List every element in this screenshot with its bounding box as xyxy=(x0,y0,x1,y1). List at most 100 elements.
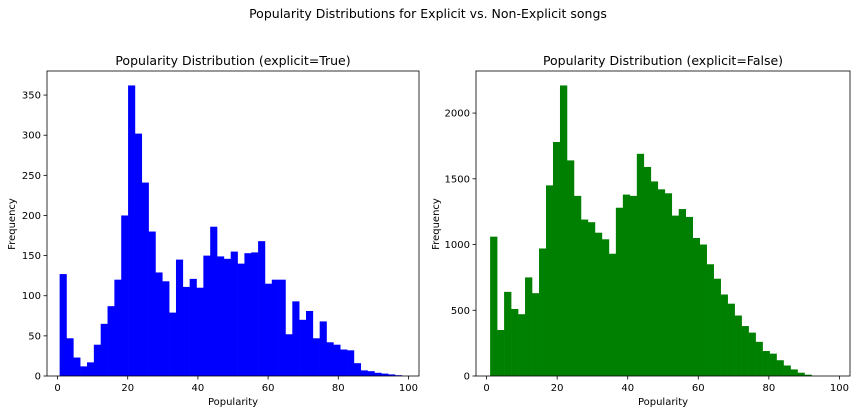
panel-explicit-true: Popularity Distribution (explicit=True) … xyxy=(7,53,420,408)
explicit-true-bar xyxy=(148,231,156,376)
explicit-false-bar xyxy=(532,293,540,376)
explicit-false-bar xyxy=(615,207,624,376)
explicit-false-bar xyxy=(518,314,526,376)
explicit-false-bar xyxy=(580,219,589,376)
explicit-true-bar xyxy=(100,323,108,376)
explicit-true-ytick-label: 300 xyxy=(22,131,41,142)
explicit-true-ytick-label: 350 xyxy=(22,91,41,102)
explicit-true-bar xyxy=(285,334,293,376)
explicit-true-bar xyxy=(169,312,177,376)
explicit-true-bar xyxy=(210,226,218,376)
explicit-true-ytick-label: 250 xyxy=(22,171,41,182)
explicit-true-bar xyxy=(306,310,314,376)
explicit-false-bar xyxy=(797,372,805,376)
explicit-true-bar xyxy=(388,374,396,376)
explicit-false-bar xyxy=(552,141,561,376)
explicit-false-xtick-label: 20 xyxy=(551,383,564,394)
explicit-false-bar xyxy=(629,195,638,376)
explicit-false-bar xyxy=(573,195,582,376)
panel-explicit-false-bars xyxy=(490,85,812,377)
explicit-false-bar xyxy=(699,244,707,376)
explicit-true-bar xyxy=(59,274,67,376)
explicit-true-bar xyxy=(360,370,368,376)
explicit-true-xtick-label: 40 xyxy=(192,383,205,394)
panel-explicit-false-frame xyxy=(475,70,851,377)
explicit-false-bar xyxy=(706,264,714,376)
explicit-true-bar xyxy=(196,287,204,376)
explicit-true-bar xyxy=(114,279,122,376)
explicit-false-bar xyxy=(692,237,700,376)
explicit-false-bar xyxy=(741,326,749,376)
explicit-false-bar xyxy=(748,332,756,376)
explicit-true-bar xyxy=(381,373,389,376)
explicit-true-ytick-label: 200 xyxy=(22,211,41,222)
explicit-true-xtick-label: 60 xyxy=(262,383,275,394)
explicit-true-bar xyxy=(134,133,143,376)
explicit-true-bar xyxy=(237,263,245,376)
explicit-true-bar xyxy=(340,349,348,376)
explicit-true-ytick-label: 0 xyxy=(35,372,41,383)
explicit-false-xtick-label: 40 xyxy=(621,383,634,394)
explicit-true-bar xyxy=(333,344,341,376)
explicit-false-xtick-label: 80 xyxy=(762,383,775,394)
explicit-true-bar xyxy=(175,259,184,376)
explicit-false-xtick-label: 100 xyxy=(830,383,849,394)
explicit-true-bar xyxy=(353,363,362,376)
explicit-true-xtick-label: 80 xyxy=(332,383,345,394)
explicit-false-bar xyxy=(497,329,505,376)
explicit-false-bar xyxy=(650,181,659,376)
panel-explicit-true-title: Popularity Distribution (explicit=True) xyxy=(115,53,350,68)
explicit-true-bar xyxy=(80,366,88,376)
explicit-true-bar xyxy=(121,215,129,376)
explicit-true-bar xyxy=(251,252,259,376)
explicit-true-bar xyxy=(128,85,136,376)
explicit-true-ytick-label: 50 xyxy=(28,331,41,342)
explicit-false-bar xyxy=(525,277,533,376)
explicit-true-bar xyxy=(223,258,232,376)
explicit-false-ytick-label: 2000 xyxy=(445,109,470,120)
explicit-true-bar xyxy=(217,256,225,376)
explicit-false-bar xyxy=(678,209,687,376)
explicit-false-bar xyxy=(776,360,784,376)
explicit-false-bar xyxy=(594,232,603,376)
explicit-true-bar xyxy=(326,342,334,376)
explicit-true-bar xyxy=(367,371,375,376)
explicit-true-bar xyxy=(258,241,266,376)
explicit-true-bar xyxy=(374,372,382,376)
panel-explicit-true-frame xyxy=(46,70,420,377)
explicit-false-bar xyxy=(671,215,680,376)
explicit-true-xtick-label: 100 xyxy=(399,383,418,394)
panel-explicit-false-ylabel: Frequency xyxy=(431,198,442,250)
explicit-false-bar xyxy=(643,166,652,376)
explicit-false-bar xyxy=(504,291,512,376)
explicit-true-bar xyxy=(107,306,115,376)
explicit-true-bar xyxy=(189,278,197,376)
explicit-false-bar xyxy=(490,236,498,376)
explicit-false-bar xyxy=(685,216,694,376)
explicit-true-ytick-label: 150 xyxy=(22,251,41,262)
explicit-false-bar xyxy=(587,222,596,376)
explicit-false-bar xyxy=(559,85,568,377)
explicit-true-bar xyxy=(312,338,320,376)
explicit-true-bar xyxy=(203,255,211,376)
panel-explicit-true-bars xyxy=(59,85,403,376)
explicit-false-ytick-label: 1000 xyxy=(445,240,470,251)
panel-explicit-false: Popularity Distribution (explicit=False)… xyxy=(431,53,851,408)
explicit-true-bar xyxy=(93,344,101,376)
figure-suptitle: Popularity Distributions for Explicit vs… xyxy=(249,6,607,21)
explicit-false-bar xyxy=(783,365,791,376)
explicit-false-ytick-label: 500 xyxy=(451,306,470,317)
explicit-false-bar xyxy=(657,189,666,376)
explicit-false-bar xyxy=(622,194,631,376)
explicit-false-bar xyxy=(790,369,798,376)
explicit-true-bar xyxy=(264,283,273,376)
explicit-false-bar xyxy=(566,160,575,376)
explicit-true-bar xyxy=(292,301,300,376)
panel-explicit-true-y-axis: 0 50 100 150 200 250 300 350 xyxy=(22,91,47,383)
explicit-true-xtick-label: 0 xyxy=(54,383,60,394)
explicit-true-bar xyxy=(271,279,279,376)
explicit-false-bar xyxy=(713,278,721,376)
explicit-false-bar xyxy=(727,303,735,376)
explicit-false-bar xyxy=(720,294,728,376)
explicit-false-bar xyxy=(546,185,554,377)
